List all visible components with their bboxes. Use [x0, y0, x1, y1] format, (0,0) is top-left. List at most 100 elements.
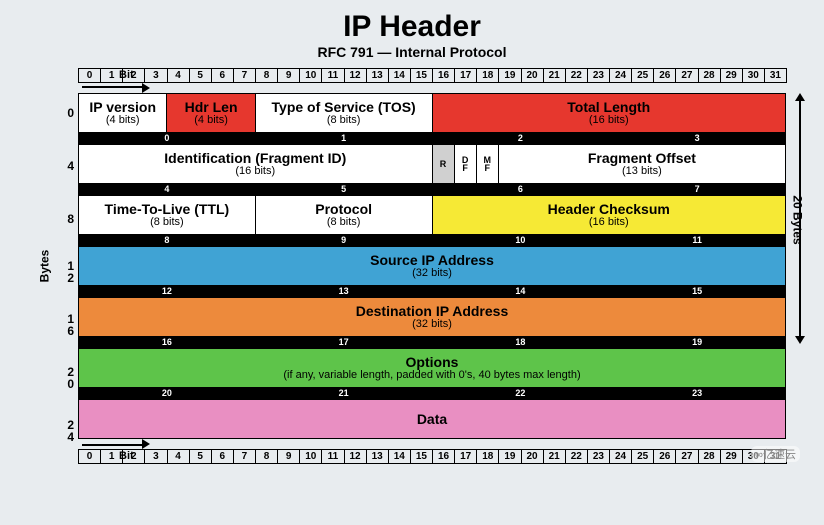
bytes-label-left: Bytes [37, 250, 51, 283]
bit-ruler-top: Bit 012345678910111213141516171819202122… [78, 68, 787, 83]
title: IP Header [20, 12, 804, 42]
bit-tick: 5 [190, 69, 212, 82]
field-bits: (8 bits) [79, 217, 255, 229]
arrow-bottom [78, 439, 786, 449]
bit-tick: 6 [212, 450, 234, 463]
bit-tick: 31 [765, 69, 787, 82]
byte-cell: 16 [79, 337, 256, 349]
field-source-ip-address: Source IP Address(32 bits) [79, 247, 786, 286]
bit-tick: 19 [499, 450, 521, 463]
row-offset: 0 [56, 107, 74, 119]
bit-tick: 22 [566, 450, 588, 463]
byte-cell: 1 [255, 133, 432, 145]
bit-tick: 29 [721, 450, 743, 463]
twenty-bytes-label: 20 Bytes [790, 195, 804, 244]
bit-tick: 20 [522, 69, 544, 82]
field-data: Data [79, 400, 786, 439]
bit-tick: 6 [212, 69, 234, 82]
bit-tick: 28 [699, 69, 721, 82]
bit-tick: 23 [588, 450, 610, 463]
field-fragment-offset: Fragment Offset(13 bits) [498, 145, 785, 184]
byte-cell: 23 [609, 388, 786, 400]
field-bits: (13 bits) [499, 166, 785, 178]
field-name: Hdr Len [167, 100, 254, 115]
field-name: Header Checksum [433, 202, 786, 217]
field-bits: (16 bits) [433, 217, 786, 229]
byte-cell: 0 [79, 133, 256, 145]
bit-tick: 4 [168, 450, 190, 463]
bit-tick: 11 [322, 450, 344, 463]
row-offset: 20 [56, 366, 74, 390]
field-hdr-len: Hdr Len(4 bits) [167, 94, 255, 133]
field-bits: (if any, variable length, padded with 0'… [79, 370, 785, 382]
byte-cell: 13 [255, 286, 432, 298]
bit-tick: 29 [721, 69, 743, 82]
field-bits: (8 bits) [256, 115, 432, 127]
byte-cell: 5 [255, 184, 432, 196]
field-name: Data [79, 412, 785, 427]
bit-label-top: Bit [119, 69, 134, 81]
byte-cell: 21 [255, 388, 432, 400]
field-bits: (16 bits) [79, 166, 432, 178]
header-table: IP version(4 bits)Hdr Len(4 bits)Type of… [78, 93, 786, 439]
byte-cell: 19 [609, 337, 786, 349]
field-name: Identification (Fragment ID) [79, 151, 432, 166]
byte-cell: 22 [432, 388, 609, 400]
bit-tick: 10 [300, 450, 322, 463]
bit-tick: 24 [610, 450, 632, 463]
field-bits: (16 bits) [433, 115, 786, 127]
byte-cell: 4 [79, 184, 256, 196]
bit-tick: 8 [256, 69, 278, 82]
field-name: Protocol [256, 202, 432, 217]
bit-tick: 0 [79, 69, 101, 82]
field-identification-fragment-id-: Identification (Fragment ID)(16 bits) [79, 145, 433, 184]
bit-tick: 19 [499, 69, 521, 82]
field-name: Destination IP Address [79, 304, 785, 319]
bit-tick: 18 [477, 69, 499, 82]
field-bits: (32 bits) [79, 268, 785, 280]
bit-tick: 5 [190, 450, 212, 463]
byte-cell: 15 [609, 286, 786, 298]
bit-tick: 26 [654, 69, 676, 82]
bit-tick: 0 [79, 450, 101, 463]
bit-tick: 26 [654, 450, 676, 463]
bit-tick: 23 [588, 69, 610, 82]
field-m-f: MF [476, 145, 498, 184]
bit-tick: 18 [477, 450, 499, 463]
bit-tick: 27 [676, 69, 698, 82]
bit-tick: 17 [455, 69, 477, 82]
bit-label-bottom: Bit [119, 450, 134, 462]
field-d-f: DF [454, 145, 476, 184]
byte-cell: 7 [609, 184, 786, 196]
field-name: Time-To-Live (TTL) [79, 202, 255, 217]
byte-cell: 9 [255, 235, 432, 247]
field-protocol: Protocol(8 bits) [255, 196, 432, 235]
field-name: Source IP Address [79, 253, 785, 268]
field-destination-ip-address: Destination IP Address(32 bits) [79, 298, 786, 337]
diagram-body: Bytes 20 Bytes IP version(4 bits)Hdr Len… [78, 93, 786, 439]
bit-ruler-bottom: Bit 012345678910111213141516171819202122… [78, 449, 787, 464]
bit-tick: 7 [234, 450, 256, 463]
bit-tick: 10 [300, 69, 322, 82]
field-bits: (4 bits) [167, 115, 254, 127]
bit-tick: 16 [433, 69, 455, 82]
bit-tick: 16 [433, 450, 455, 463]
byte-cell: 14 [432, 286, 609, 298]
bit-tick: 14 [389, 69, 411, 82]
field-time-to-live-ttl-: Time-To-Live (TTL)(8 bits) [79, 196, 256, 235]
bit-tick: 22 [566, 69, 588, 82]
bit-tick: 25 [632, 450, 654, 463]
bit-tick: 12 [345, 69, 367, 82]
byte-cell: 8 [79, 235, 256, 247]
bit-tick: 13 [367, 69, 389, 82]
field-name: Fragment Offset [499, 151, 785, 166]
row-offset: 16 [56, 313, 74, 337]
byte-cell: 12 [79, 286, 256, 298]
field-name: Type of Service (TOS) [256, 100, 432, 115]
bit-tick: 17 [455, 450, 477, 463]
watermark: ∞亿速云 [751, 446, 800, 462]
bit-tick: 3 [145, 69, 167, 82]
bit-tick: 8 [256, 450, 278, 463]
bit-tick: 11 [322, 69, 344, 82]
field-bits: (8 bits) [256, 217, 432, 229]
